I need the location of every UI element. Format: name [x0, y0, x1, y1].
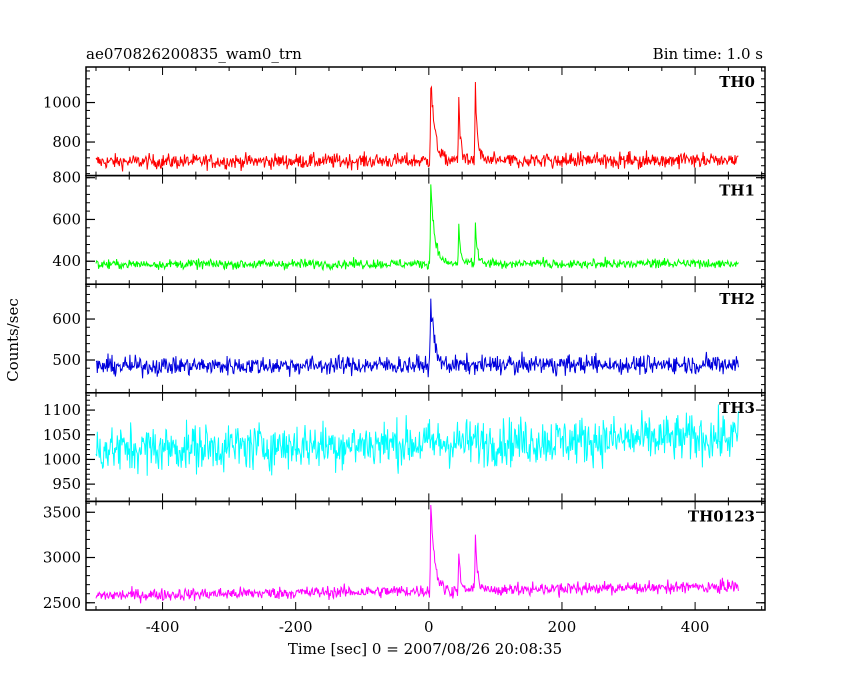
x-tick-label: 400: [681, 618, 710, 636]
panel-th0: 800 1000 TH0: [43, 66, 766, 177]
chart-title: ae070826200835_wam0_trn: [86, 45, 302, 63]
y-tick-label: 600: [52, 310, 81, 328]
y-axis-label: Counts/sec: [4, 298, 22, 382]
series-line-th1: [95, 184, 739, 272]
x-tick-label: -400: [146, 618, 180, 636]
y-tick-label: 800: [52, 169, 81, 187]
y-tick-label: 1000: [43, 450, 81, 468]
y-tick-label: 2500: [43, 594, 81, 612]
panels-group: 800 1000 TH0 400 600 800 TH1 500 600 TH2 950 1000 10…: [43, 66, 766, 612]
panel-label: TH0: [719, 73, 755, 91]
panel-th1: 400 600 800 TH1: [52, 169, 766, 285]
y-tick-label: 500: [52, 351, 81, 369]
x-axis: -400 -200 0 200 400: [146, 618, 710, 636]
x-axis-label: Time [sec] 0 = 2007/08/26 20:08:35: [288, 640, 562, 658]
x-tick-label: 200: [548, 618, 577, 636]
panel-label: TH1: [719, 182, 755, 200]
y-tick-label: 400: [52, 252, 81, 270]
y-tick-label: 800: [52, 133, 81, 151]
y-tick-label: 1100: [43, 401, 81, 419]
panel-frame: [85, 174, 766, 285]
y-tick-label: 600: [52, 210, 81, 228]
panel-th2: 500 600 TH2: [52, 283, 766, 394]
panel-label: TH0123: [688, 507, 755, 525]
series-line-th0: [95, 81, 739, 172]
x-tick-label: -200: [279, 618, 313, 636]
y-tick-label: 1000: [43, 94, 81, 112]
series-line-th0123: [95, 504, 739, 604]
series-line-th2: [95, 298, 739, 379]
bin-time-label: Bin time: 1.0 s: [653, 45, 763, 63]
x-tick-label: 0: [424, 618, 434, 636]
panel-label: TH2: [719, 290, 755, 308]
panel-label: TH3: [719, 399, 755, 417]
y-tick-label: 3500: [43, 503, 81, 521]
y-tick-label: 1050: [43, 426, 81, 444]
y-tick-label: 3000: [43, 549, 81, 567]
series-line-th3: [95, 404, 739, 476]
panel-th3: 950 1000 1050 1100 TH3: [43, 392, 766, 503]
y-tick-label: 950: [52, 475, 81, 493]
panel-th0123: 2500 3000 3500 TH0123: [43, 500, 766, 612]
panel-frame: [85, 283, 766, 394]
panel-frame: [85, 500, 766, 611]
